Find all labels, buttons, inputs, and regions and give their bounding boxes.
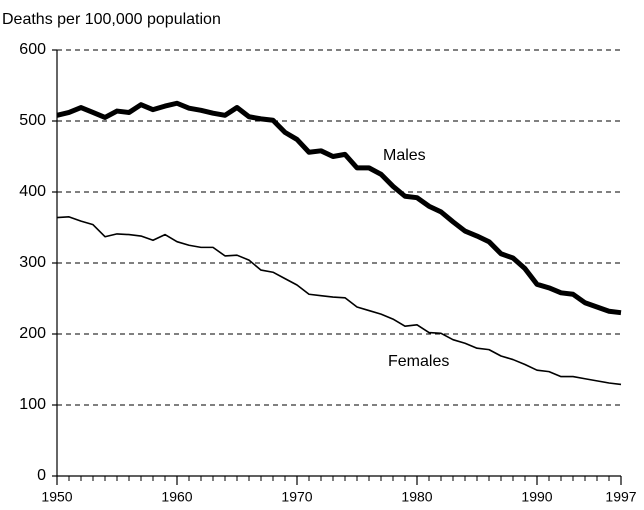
y-tick-label: 500 [19,112,46,129]
y-axis-label: Deaths per 100,000 population [2,11,221,28]
x-tick-label: 1980 [401,489,432,505]
x-tick-label: 1950 [41,489,72,505]
y-tick-label: 0 [37,467,46,484]
y-tick-label: 200 [19,325,46,342]
y-tick-label: 600 [19,41,46,58]
y-tick-label: 100 [19,396,46,413]
series-line [56,216,622,386]
series-line [56,100,622,316]
series-label: Males [383,147,426,164]
x-tick-label: 1970 [281,489,312,505]
series-label: Females [388,353,449,370]
y-tick-label: 300 [19,254,46,271]
x-tick-label: 1997 [605,489,636,505]
x-tick-label: 1960 [161,489,192,505]
y-tick-label: 400 [19,183,46,200]
x-tick-label: 1990 [521,489,552,505]
